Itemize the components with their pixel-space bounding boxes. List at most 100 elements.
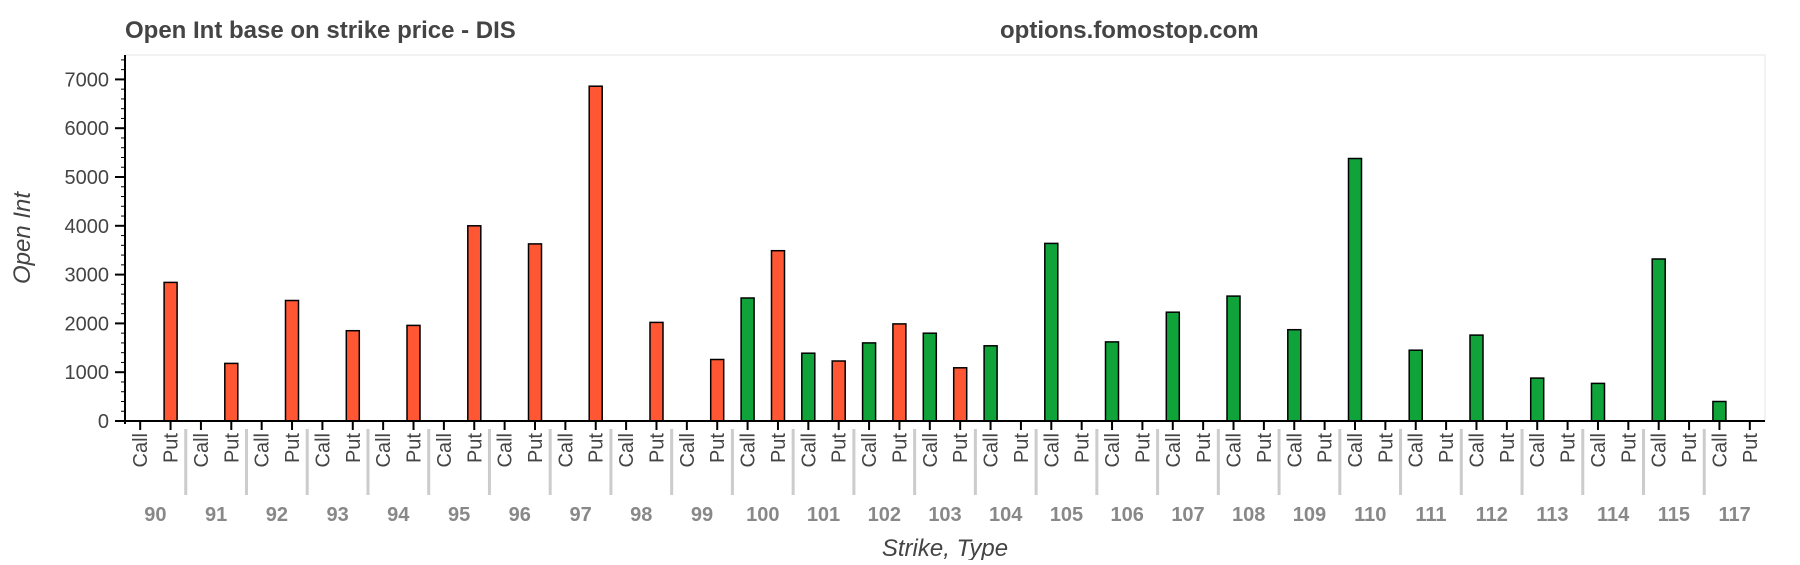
bar-call-107 — [1165, 311, 1181, 422]
bar-put-90 — [163, 281, 178, 422]
x-strike-label: 98 — [630, 504, 652, 526]
bar-call-106 — [1104, 341, 1120, 422]
x-type-label-put: Put — [647, 433, 669, 463]
chart-title: Open Int base on strike price - DIS — [125, 17, 516, 44]
bar-put-103 — [952, 367, 968, 422]
x-strike-label: 107 — [1171, 504, 1204, 526]
x-type-label-put: Put — [1436, 433, 1458, 463]
x-type-label-put: Put — [1315, 433, 1337, 463]
x-strike-label: 104 — [989, 504, 1023, 526]
x-type-label-call: Call — [1345, 433, 1367, 467]
x-type-label-put: Put — [1679, 433, 1701, 463]
x-type-label-put: Put — [343, 433, 365, 463]
bar-call-110 — [1347, 157, 1363, 422]
x-type-label-call: Call — [738, 433, 760, 467]
bar-call-102 — [861, 342, 877, 422]
x-type-label-call: Call — [616, 433, 638, 467]
bar-put-94 — [406, 324, 421, 422]
x-type-label-call: Call — [495, 433, 517, 467]
x-axis-label: Strike, Type — [882, 535, 1008, 560]
bar-put-93 — [345, 329, 361, 422]
bar-put-97 — [588, 85, 603, 422]
x-strike-label: 115 — [1658, 504, 1690, 526]
bar-put-101 — [831, 360, 846, 422]
x-strike-label: 114 — [1597, 504, 1630, 526]
bar-call-109 — [1287, 328, 1302, 422]
x-type-label-put: Put — [282, 433, 304, 463]
x-type-label-put: Put — [404, 433, 426, 463]
x-type-label-call: Call — [1041, 433, 1063, 467]
x-type-label-call: Call — [1649, 433, 1671, 467]
x-strike-label: 100 — [746, 504, 779, 526]
x-strike-label: 109 — [1293, 504, 1326, 526]
bar-put-99 — [709, 358, 725, 422]
y-tick-label: 3000 — [65, 265, 110, 287]
y-tick-label: 7000 — [65, 69, 110, 91]
x-type-label-call: Call — [434, 433, 456, 467]
x-type-label-put: Put — [1254, 433, 1276, 463]
x-strike-label: 94 — [387, 504, 410, 526]
bar-put-95 — [467, 225, 482, 422]
x-type-label-put: Put — [221, 433, 243, 463]
x-type-label-call: Call — [920, 433, 942, 467]
x-strike-label: 117 — [1718, 504, 1750, 526]
x-type-label-call: Call — [373, 433, 395, 467]
x-strike-label: 113 — [1536, 504, 1568, 526]
x-type-label-put: Put — [161, 433, 183, 463]
bar-put-91 — [224, 362, 239, 422]
site-label: options.fomostop.com — [1000, 17, 1259, 44]
x-type-label-call: Call — [798, 433, 820, 467]
x-strike-label: 111 — [1415, 504, 1446, 526]
bar-call-104 — [983, 345, 998, 422]
bar-call-117 — [1712, 400, 1727, 422]
x-type-label-call: Call — [1588, 433, 1610, 467]
x-strike-label: 105 — [1050, 504, 1083, 526]
x-strike-label: 99 — [691, 504, 713, 526]
bar-call-105 — [1044, 242, 1059, 422]
x-type-label-call: Call — [1224, 433, 1246, 467]
y-tick-label: 5000 — [65, 167, 110, 189]
x-type-label-put: Put — [1132, 433, 1154, 463]
x-type-label-put: Put — [1497, 433, 1519, 463]
y-tick-label: 6000 — [65, 118, 110, 140]
plot-frame — [124, 54, 1766, 422]
bar-put-92 — [284, 299, 300, 422]
x-type-label-put: Put — [1072, 433, 1094, 463]
x-type-label-call: Call — [555, 433, 577, 467]
bar-put-98 — [649, 321, 664, 422]
x-type-label-put: Put — [707, 433, 729, 463]
x-type-label-call: Call — [1163, 433, 1185, 467]
x-type-label-put: Put — [829, 433, 851, 463]
bar-call-115 — [1651, 258, 1666, 422]
axes-layer: 0 1000 2000 3000 4000 5000 6000 7000 Call Put 90 Ca… — [65, 55, 1765, 526]
y-tick-label: 0 — [98, 411, 109, 433]
x-strike-label: 90 — [144, 504, 166, 526]
bars-layer — [163, 85, 1727, 422]
x-type-label-call: Call — [1406, 433, 1428, 467]
x-strike-label: 106 — [1111, 504, 1144, 526]
bar-put-100 — [770, 249, 786, 422]
x-strike-label: 110 — [1354, 504, 1386, 526]
x-type-label-put: Put — [1618, 433, 1640, 463]
y-tick-label: 4000 — [65, 216, 110, 238]
x-type-label-call: Call — [312, 433, 334, 467]
x-type-label-put: Put — [464, 433, 486, 463]
x-type-label-put: Put — [1375, 433, 1397, 463]
x-strike-label: 97 — [569, 504, 591, 526]
y-tick-label: 2000 — [65, 313, 110, 335]
x-type-label-call: Call — [1102, 433, 1124, 467]
x-type-label-call: Call — [1527, 433, 1549, 467]
y-axis-label: Open Int — [9, 191, 36, 284]
bar-call-113 — [1529, 377, 1545, 422]
x-type-label-call: Call — [677, 433, 699, 467]
x-type-label-call: Call — [1709, 433, 1731, 467]
x-type-label-put: Put — [586, 433, 608, 463]
x-type-label-put: Put — [1011, 433, 1033, 463]
bar-call-108 — [1226, 295, 1241, 422]
x-type-label-put: Put — [950, 433, 972, 463]
bar-call-111 — [1408, 349, 1423, 422]
bar-call-100 — [740, 297, 755, 422]
bar-put-102 — [892, 323, 907, 422]
